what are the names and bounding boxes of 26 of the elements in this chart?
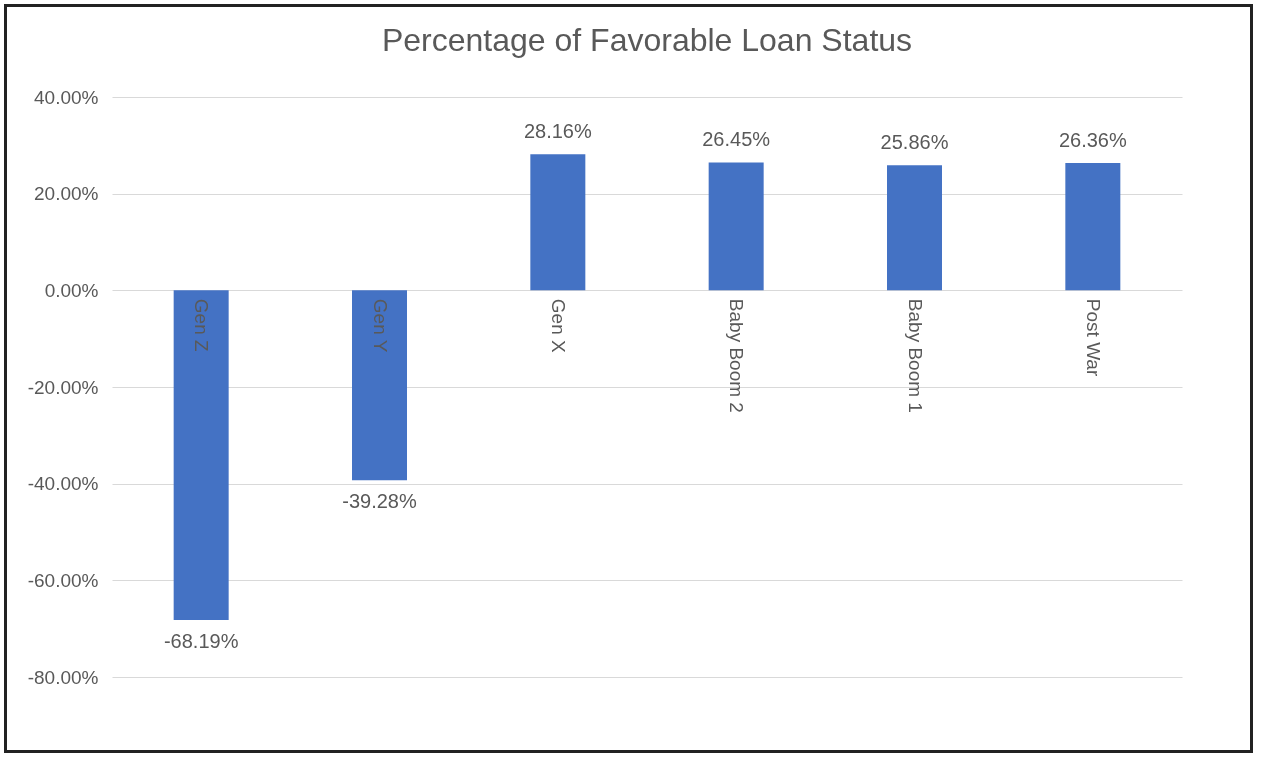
y-tick-label: -60.00% <box>27 569 99 591</box>
data-label: 28.16% <box>523 120 592 143</box>
chart-title: Percentage of Favorable Loan Status <box>381 22 913 58</box>
bar <box>887 165 942 291</box>
data-label: 26.45% <box>702 128 771 151</box>
y-tick-label: 20.00% <box>34 183 99 205</box>
x-tick-label: Gen Z <box>191 298 213 353</box>
data-label: 25.86% <box>880 131 949 154</box>
x-tick-label: Baby Boom 2 <box>726 298 748 413</box>
y-tick-label: -80.00% <box>27 666 99 688</box>
bar <box>352 290 407 481</box>
x-tick-label: Gen X <box>547 298 569 354</box>
y-tick-label: -20.00% <box>27 376 99 398</box>
x-tick-label: Post War <box>1082 298 1104 377</box>
data-label: -39.28% <box>342 490 417 513</box>
data-label: 26.36% <box>1058 128 1127 151</box>
x-tick-label: Baby Boom 1 <box>904 298 926 413</box>
y-tick-label: 40.00% <box>34 86 99 108</box>
data-label: -68.19% <box>163 629 239 652</box>
bar <box>1065 162 1121 291</box>
bar <box>173 290 229 620</box>
y-tick-label: 0.00% <box>44 279 99 301</box>
bar <box>708 162 764 291</box>
bar <box>530 154 586 291</box>
x-tick-label: Gen Y <box>369 298 391 353</box>
y-tick-label: -40.00% <box>27 473 99 495</box>
